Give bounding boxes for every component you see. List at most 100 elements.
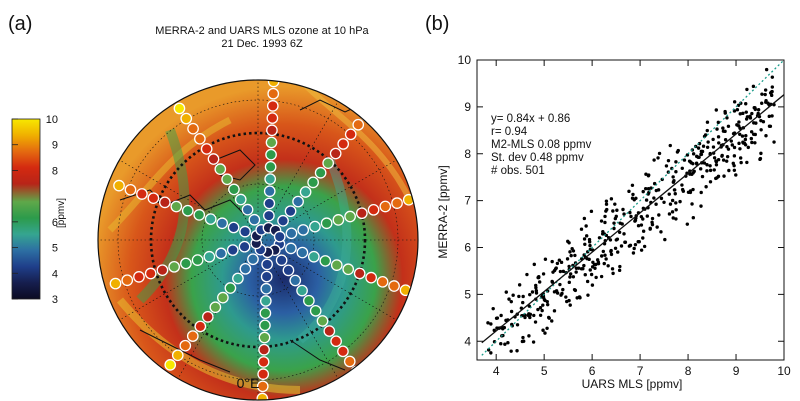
map-title-line1: MERRA-2 and UARS MLS ozone at 10 hPa	[155, 25, 369, 37]
scatter-point	[674, 208, 678, 212]
scatter-point	[732, 145, 737, 150]
orbit-sample	[228, 183, 240, 196]
scatter-point	[509, 309, 514, 314]
scatter-point	[768, 91, 773, 95]
scatter-point	[687, 159, 692, 163]
orbit-sample	[221, 173, 233, 186]
orbit-sample	[133, 271, 145, 283]
y-tick-label: 5	[464, 287, 471, 301]
scatter-point	[543, 331, 547, 335]
scatter-point	[644, 198, 649, 202]
meridian-line	[257, 159, 397, 241]
orbit-sample	[353, 267, 366, 280]
orbit-sample	[181, 204, 194, 217]
orbit-sample	[414, 190, 418, 203]
scatter-point	[721, 129, 726, 133]
ozone-filament	[297, 158, 352, 344]
scatter-point	[623, 240, 628, 244]
scatter-point	[725, 154, 730, 159]
scatter-point	[550, 259, 554, 264]
coastline	[119, 189, 246, 216]
scatter-point	[558, 269, 563, 274]
orbit-sample	[322, 157, 335, 169]
stat-correlation: r= 0.94	[491, 126, 528, 138]
scatter-point	[670, 198, 675, 203]
scatter-point	[641, 217, 645, 221]
orbit-sample	[164, 359, 177, 371]
scatter-point	[503, 342, 507, 346]
scatter-point	[541, 272, 546, 276]
scatter-point	[759, 151, 763, 156]
orbit-sample	[226, 244, 239, 256]
orbit-sample	[330, 335, 342, 348]
orbit-sample	[144, 267, 157, 280]
orbit-sample	[344, 210, 356, 223]
scatter-point	[704, 185, 708, 189]
scatter-point	[752, 106, 756, 110]
orbit-sample	[309, 220, 321, 233]
orbit-sample	[292, 195, 304, 208]
scatter-point	[758, 157, 762, 162]
scatter-point	[583, 273, 587, 277]
scatter-point	[649, 186, 653, 190]
scatter-point	[666, 158, 671, 163]
orbit-sample	[204, 213, 217, 225]
scatter-point	[723, 109, 727, 114]
scatter-point	[668, 202, 673, 206]
scatter-point	[590, 283, 595, 287]
scatter-point	[732, 100, 737, 104]
scatter-point	[652, 181, 657, 186]
orbit-sample	[247, 253, 259, 266]
orbit-sample	[352, 118, 365, 131]
colorbar-unit: [ppmv]	[56, 198, 67, 228]
scatter-point	[507, 297, 511, 301]
scatter-point	[605, 207, 609, 212]
orbit-sample	[136, 188, 148, 200]
scatter-point	[615, 208, 619, 212]
orbit-sample	[284, 205, 297, 218]
orbit-sample	[239, 225, 251, 238]
orbit-sample	[260, 282, 273, 295]
orbit-sample	[121, 274, 134, 287]
x-tick-label: 9	[733, 364, 740, 378]
y-tick-label: 10	[458, 53, 472, 67]
scatter-point	[763, 88, 768, 92]
scatter-point	[656, 188, 661, 192]
scatter-point	[725, 145, 729, 149]
scatter-point	[631, 251, 636, 255]
meridian-line	[119, 239, 259, 321]
scatter-point	[705, 169, 709, 173]
scatter-point	[571, 275, 576, 279]
scatter-point	[688, 189, 693, 193]
orbit-sample	[391, 197, 403, 209]
scatter-point	[697, 141, 702, 146]
scatter-point	[618, 264, 622, 269]
scatter-point	[604, 199, 609, 203]
meridian-line	[257, 101, 339, 241]
orbit-sample	[323, 325, 336, 337]
orbit-sample	[297, 224, 310, 236]
map-title-line2: 21 Dec. 1993 6Z	[221, 38, 303, 50]
scatter-point	[744, 110, 748, 114]
scatter-point	[499, 313, 503, 318]
scatter-point	[738, 156, 743, 160]
scatter-point	[759, 118, 763, 123]
orbit-sample	[285, 227, 298, 240]
scatter-point	[581, 267, 585, 271]
scatter-point	[558, 282, 562, 287]
scatter-point	[739, 160, 743, 165]
scatter-point	[656, 156, 660, 160]
scatter-point	[711, 145, 716, 149]
scatter-point	[583, 242, 587, 246]
orbit-track	[256, 246, 274, 400]
scatter-point	[753, 141, 757, 145]
meridian-line	[119, 159, 259, 241]
scatter-point	[680, 187, 685, 192]
scatter-point	[520, 339, 525, 344]
scatter-point	[667, 192, 671, 196]
scatter-point	[772, 140, 776, 144]
scatter-point	[617, 230, 622, 235]
scatter-point	[749, 136, 754, 141]
scatter-point	[559, 260, 564, 265]
x-tick-label: 4	[493, 364, 500, 378]
